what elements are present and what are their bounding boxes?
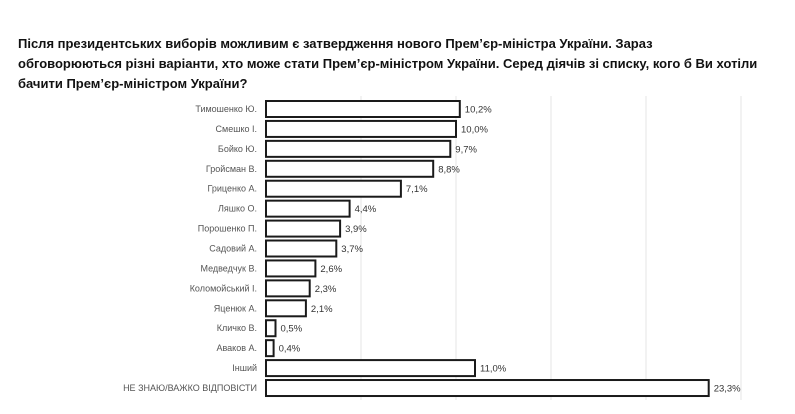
data-label: 11,0%: [480, 364, 507, 375]
data-label: 2,1%: [311, 304, 333, 315]
data-label: 23,3%: [714, 384, 741, 395]
chart-title: Після президентських виборів можливим є …: [18, 36, 758, 91]
bar: [265, 359, 476, 378]
category-label: НЕ ЗНАЮ/ВАЖКО ВІДПОВІСТИ: [123, 383, 257, 393]
bar: [265, 339, 275, 358]
data-label: 0,5%: [281, 324, 303, 335]
bar: [265, 319, 277, 338]
data-label: 10,2%: [465, 105, 492, 116]
category-label: Бойко Ю.: [218, 144, 257, 154]
bar: [265, 139, 452, 158]
category-label: Кличко В.: [217, 323, 257, 333]
bar: [265, 219, 342, 238]
category-label: Порошенко П.: [198, 224, 257, 234]
category-label: Аваков А.: [216, 343, 257, 353]
category-label: Гриценко А.: [208, 184, 257, 194]
bar: [265, 279, 311, 298]
bar: [265, 379, 710, 398]
category-label: Яценюк А.: [214, 303, 257, 313]
data-label: 9,7%: [455, 144, 477, 155]
bar: [265, 179, 402, 198]
data-label: 3,9%: [345, 224, 367, 235]
category-label: Смешко І.: [216, 124, 257, 134]
bar: [265, 119, 457, 138]
category-label: Коломойський І.: [190, 283, 257, 293]
bar: [265, 259, 317, 278]
category-label: Ляшко О.: [218, 204, 257, 214]
bar: [265, 239, 338, 258]
category-label: Садовий А.: [209, 244, 257, 254]
data-label: 7,1%: [406, 184, 428, 195]
data-label: 2,3%: [315, 284, 337, 295]
data-label: 0,4%: [279, 344, 301, 355]
data-label: 2,6%: [320, 264, 342, 275]
category-label: Інший: [232, 363, 257, 373]
bar: [265, 299, 307, 318]
category-label: Гройсман В.: [206, 164, 257, 174]
category-label: Тимошенко Ю.: [195, 104, 257, 114]
data-label: 8,8%: [438, 164, 460, 175]
bar: [265, 199, 351, 218]
bar: [265, 100, 461, 118]
bar: [265, 159, 435, 178]
data-label: 3,7%: [341, 244, 363, 255]
category-label: Медведчук В.: [200, 263, 257, 273]
data-label: 10,0%: [461, 124, 488, 135]
data-label: 4,4%: [355, 204, 377, 215]
